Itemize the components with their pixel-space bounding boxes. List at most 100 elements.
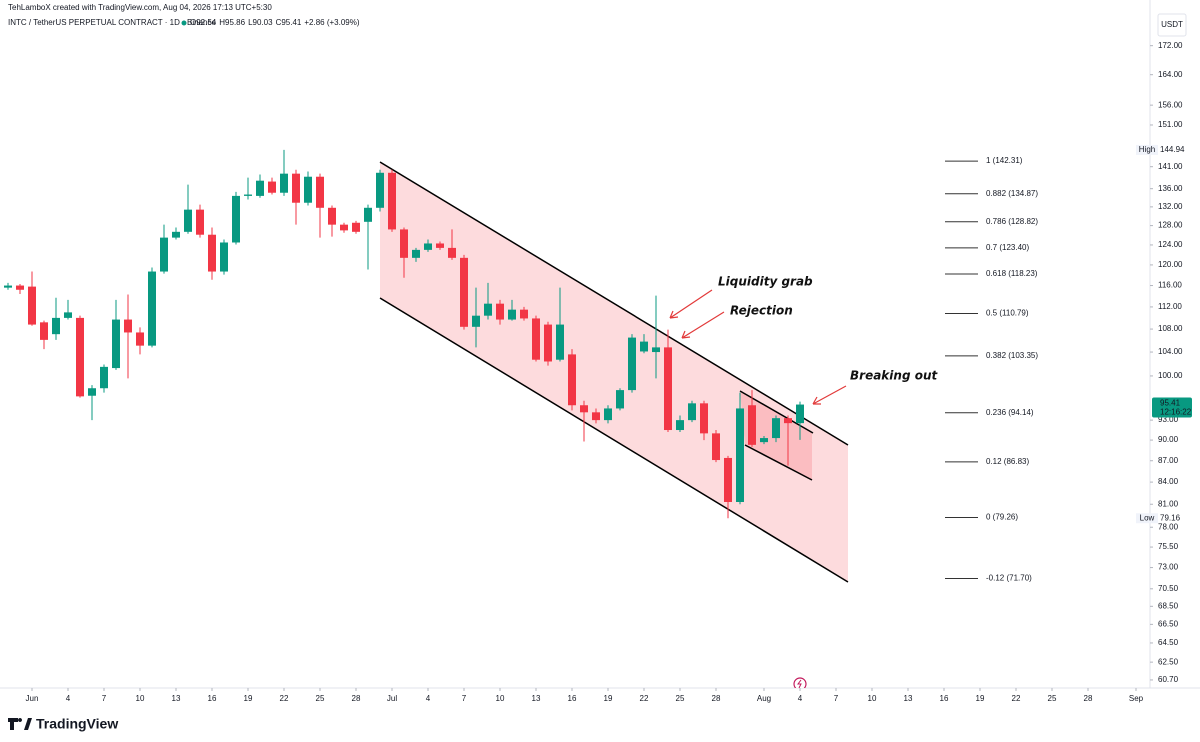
- high-tag-value: 144.94: [1160, 145, 1185, 154]
- x-tick-label: 25: [676, 694, 685, 703]
- x-tick-label: 13: [904, 694, 913, 703]
- low-tag-value: 79.16: [1160, 513, 1181, 522]
- y-tick-label: 78.00: [1158, 522, 1179, 531]
- x-tick-label: 7: [462, 694, 467, 703]
- y-tick-label: 87.00: [1158, 456, 1179, 465]
- y-tick-label: 62.50: [1158, 657, 1179, 666]
- x-tick-label: 10: [496, 694, 505, 703]
- y-tick-label: 64.50: [1158, 638, 1179, 647]
- y-tick-label: 93.00: [1158, 415, 1179, 424]
- plot-area: Liquidity grab Rejection Breaking out 1 …: [4, 149, 1038, 688]
- x-tick-label: 13: [172, 694, 181, 703]
- candle-body: [148, 271, 156, 346]
- x-tick-label: 4: [426, 694, 431, 703]
- price-tag: [1152, 397, 1192, 418]
- high-tag-label: High: [1139, 145, 1155, 154]
- arrow: [669, 289, 713, 319]
- candle-body: [460, 257, 468, 327]
- arrow: [812, 385, 847, 405]
- candle-body: [184, 209, 192, 232]
- y-tick-label: 108.00: [1158, 324, 1183, 333]
- candle-body: [100, 366, 108, 389]
- candle-body: [628, 337, 636, 391]
- x-tick-label: 4: [798, 694, 803, 703]
- currency: USDT: [1161, 20, 1183, 29]
- candle-body: [124, 319, 132, 333]
- x-tick-label: Jul: [387, 694, 397, 703]
- y-tick-label: 128.00: [1158, 221, 1183, 230]
- candle-body: [472, 315, 480, 327]
- x-tick-label: 22: [280, 694, 289, 703]
- candle-body: [28, 286, 36, 325]
- candle-body: [160, 237, 168, 272]
- candle-body: [748, 405, 756, 445]
- ohlc-value: 90.03: [253, 18, 274, 27]
- x-tick-label: Sep: [1129, 694, 1144, 703]
- fib-label: 0.618 (118.23): [986, 269, 1038, 278]
- candle-body: [580, 405, 588, 413]
- candle-body: [40, 322, 48, 340]
- candle-body: [496, 303, 504, 320]
- fib-label: 1 (142.31): [986, 156, 1023, 165]
- candle-body: [292, 173, 300, 203]
- x-tick-label: 16: [208, 694, 217, 703]
- event-icon-bolt: [797, 679, 802, 688]
- candle-body: [436, 243, 444, 248]
- candle-body: [16, 285, 24, 290]
- y-tick-label: 172.00: [1158, 41, 1183, 50]
- flag-lower: [744, 444, 813, 481]
- candle-body: [760, 438, 768, 443]
- candle-body: [4, 285, 12, 288]
- y-tick-label: 136.00: [1158, 184, 1183, 193]
- price-tag-value: 95.41: [1160, 399, 1181, 408]
- x-tick-label: 22: [1012, 694, 1021, 703]
- candle-body: [376, 172, 384, 208]
- ohlc-label: O: [190, 18, 196, 27]
- candle-body: [772, 418, 780, 439]
- candle-body: [208, 234, 216, 272]
- x-tick-label: 28: [712, 694, 721, 703]
- candle-body: [508, 309, 516, 320]
- low-tag-label: Low: [1140, 513, 1155, 522]
- change: +2.86 (+3.09%): [304, 18, 359, 27]
- candle-body: [52, 317, 60, 335]
- logo-text: TradingView: [36, 716, 118, 732]
- fib-label: 0.236 (94.14): [986, 408, 1034, 417]
- x-tick-label: Aug: [757, 694, 771, 703]
- x-tick-label: 7: [102, 694, 107, 703]
- candle-body: [244, 194, 252, 196]
- candle-body: [268, 181, 276, 193]
- fib-label: -0.12 (71.70): [986, 574, 1032, 583]
- y-tick-label: 81.00: [1158, 499, 1179, 508]
- x-tick-label: 7: [834, 694, 839, 703]
- y-tick-label: 75.50: [1158, 542, 1179, 551]
- candle-body: [64, 312, 72, 318]
- x-tick-label: 19: [976, 694, 985, 703]
- candle-body: [652, 347, 660, 353]
- fib-label: 0.382 (103.35): [986, 351, 1038, 360]
- annotation: Breaking out: [850, 369, 938, 383]
- candle-body: [568, 354, 576, 406]
- candle-body: [196, 209, 204, 235]
- candle-body: [736, 408, 744, 503]
- candle-body: [304, 176, 312, 203]
- annotation: Rejection: [730, 304, 793, 318]
- candle-body: [112, 319, 120, 369]
- candle-body: [544, 324, 552, 362]
- ohlc-label: L: [248, 18, 253, 27]
- y-tick-label: 124.00: [1158, 240, 1183, 249]
- fib-label: 0.882 (134.87): [986, 189, 1038, 198]
- candle-body: [640, 341, 648, 352]
- y-tick-label: 68.50: [1158, 601, 1179, 610]
- x-tick-label: 25: [316, 694, 325, 703]
- candle-body: [136, 332, 144, 346]
- candle-body: [256, 180, 264, 196]
- y-tick-label: 73.00: [1158, 563, 1179, 572]
- x-tick-label: 25: [1048, 694, 1057, 703]
- candle-body: [448, 247, 456, 258]
- fib-label: 0.12 (86.83): [986, 457, 1029, 466]
- ohlc-value: 92.54: [196, 18, 217, 27]
- candle-body: [616, 390, 624, 409]
- ohlc-label: H: [219, 18, 225, 27]
